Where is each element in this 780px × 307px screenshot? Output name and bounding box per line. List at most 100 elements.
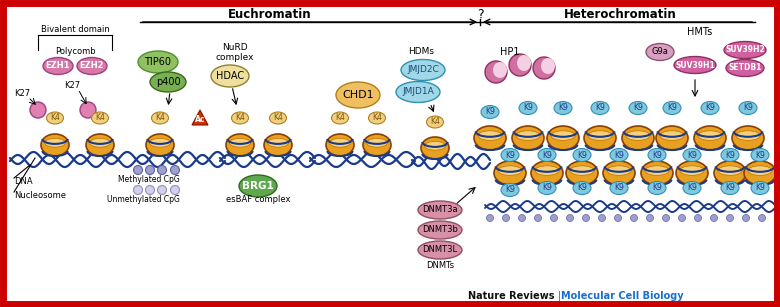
Ellipse shape: [77, 57, 107, 75]
Ellipse shape: [694, 215, 701, 221]
Text: K9: K9: [687, 150, 697, 160]
Text: DNMT3L: DNMT3L: [423, 246, 458, 255]
Ellipse shape: [239, 175, 277, 197]
Ellipse shape: [211, 65, 249, 87]
Ellipse shape: [478, 131, 502, 140]
Ellipse shape: [573, 181, 591, 195]
Ellipse shape: [641, 161, 673, 185]
Ellipse shape: [90, 138, 111, 147]
Ellipse shape: [630, 215, 637, 221]
Ellipse shape: [554, 102, 572, 115]
Ellipse shape: [751, 149, 769, 161]
Ellipse shape: [551, 215, 558, 221]
Text: Euchromatin: Euchromatin: [229, 7, 312, 21]
Ellipse shape: [610, 181, 628, 195]
Text: K9: K9: [523, 103, 533, 112]
Ellipse shape: [629, 102, 647, 115]
Ellipse shape: [368, 112, 385, 124]
Ellipse shape: [332, 112, 349, 124]
Ellipse shape: [603, 161, 635, 185]
Ellipse shape: [610, 149, 628, 161]
Ellipse shape: [158, 185, 166, 195]
Ellipse shape: [660, 131, 684, 140]
Ellipse shape: [481, 106, 499, 119]
Text: p400: p400: [156, 77, 180, 87]
Ellipse shape: [501, 184, 519, 196]
Ellipse shape: [487, 215, 494, 221]
Ellipse shape: [86, 134, 114, 156]
Ellipse shape: [424, 142, 445, 150]
Ellipse shape: [724, 41, 766, 59]
Ellipse shape: [401, 60, 445, 80]
Ellipse shape: [474, 126, 506, 150]
Text: K9: K9: [577, 150, 587, 160]
Ellipse shape: [150, 72, 186, 92]
Ellipse shape: [758, 215, 765, 221]
Text: esBAF complex: esBAF complex: [225, 196, 290, 204]
Ellipse shape: [647, 215, 654, 221]
Polygon shape: [192, 110, 208, 125]
Text: K9: K9: [614, 184, 624, 192]
Ellipse shape: [701, 102, 719, 115]
Ellipse shape: [516, 131, 540, 140]
Ellipse shape: [588, 131, 612, 140]
Text: K9: K9: [542, 150, 552, 160]
Text: K4: K4: [155, 114, 165, 122]
Ellipse shape: [44, 138, 66, 147]
Ellipse shape: [718, 166, 742, 175]
Ellipse shape: [648, 181, 666, 195]
Ellipse shape: [30, 102, 46, 118]
Ellipse shape: [229, 138, 250, 147]
Ellipse shape: [583, 215, 590, 221]
Ellipse shape: [615, 215, 622, 221]
Text: BRG1: BRG1: [242, 181, 274, 191]
Ellipse shape: [570, 166, 594, 175]
Text: K9: K9: [652, 184, 662, 192]
Text: K9: K9: [667, 103, 677, 112]
Text: K9: K9: [505, 150, 515, 160]
Ellipse shape: [566, 161, 598, 185]
Ellipse shape: [535, 166, 559, 175]
Text: K9: K9: [577, 184, 587, 192]
Ellipse shape: [367, 138, 388, 147]
Text: DNA: DNA: [14, 177, 33, 186]
Text: Unmethylated CpG: Unmethylated CpG: [107, 196, 180, 204]
Text: K4: K4: [235, 114, 245, 122]
Text: K4: K4: [273, 114, 283, 122]
Ellipse shape: [41, 134, 69, 156]
Ellipse shape: [519, 102, 537, 115]
Text: DNMTs: DNMTs: [426, 261, 454, 270]
Ellipse shape: [493, 62, 507, 78]
Text: Molecular Cell Biology: Molecular Cell Biology: [561, 291, 683, 301]
Ellipse shape: [146, 134, 174, 156]
Text: Methylated CpG: Methylated CpG: [119, 176, 180, 185]
Text: EZH1: EZH1: [46, 61, 70, 71]
Text: Ac: Ac: [195, 115, 205, 125]
Text: K4: K4: [95, 114, 105, 122]
Text: JMJD2C: JMJD2C: [407, 65, 439, 75]
Text: K9: K9: [725, 150, 735, 160]
Ellipse shape: [133, 165, 143, 174]
Text: SUV39H2: SUV39H2: [725, 45, 765, 55]
Ellipse shape: [622, 126, 654, 150]
Text: K9: K9: [687, 184, 697, 192]
Text: K9: K9: [558, 103, 568, 112]
Ellipse shape: [146, 185, 154, 195]
Ellipse shape: [714, 161, 746, 185]
Text: HP1: HP1: [500, 47, 519, 57]
Ellipse shape: [158, 165, 166, 174]
Ellipse shape: [726, 215, 733, 221]
Ellipse shape: [47, 112, 63, 124]
Ellipse shape: [683, 149, 701, 161]
Text: K4: K4: [335, 114, 345, 122]
Ellipse shape: [519, 215, 526, 221]
Ellipse shape: [146, 165, 154, 174]
Ellipse shape: [418, 241, 462, 259]
Text: DNMT3b: DNMT3b: [422, 226, 458, 235]
Ellipse shape: [421, 137, 449, 159]
Ellipse shape: [683, 181, 701, 195]
Text: K27: K27: [64, 80, 80, 90]
Text: K4: K4: [372, 114, 382, 122]
Text: Polycomb: Polycomb: [55, 48, 95, 56]
Ellipse shape: [736, 131, 760, 140]
